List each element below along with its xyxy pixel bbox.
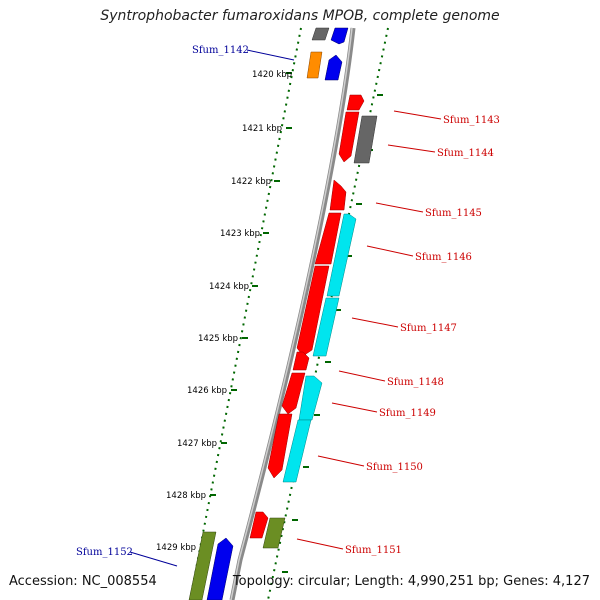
accession-text: Accession: NC_008554 [9,574,157,589]
gene-labels: Sfum_1142 Sfum_1143 Sfum_1144 Sfum_1145 … [76,45,500,558]
tick-label: 1425 kbp [198,334,238,344]
leader-line-sfum-1152 [129,551,178,567]
tick-label: 1420 kbp [252,70,292,80]
gene-arrow-gray[interactable] [353,115,378,164]
gene-arrow-blue[interactable] [324,54,343,81]
scale-ticks-right [282,94,383,573]
gene-arrow-gray[interactable] [311,27,330,41]
gene-arrow-blue[interactable] [206,537,234,600]
tick-label: 1423 kbp [220,229,260,239]
genome-backbone-highlight [230,27,353,600]
tick-label: 1426 kbp [187,386,227,396]
gene-label-sfum-1145[interactable]: Sfum_1145 [425,208,482,219]
gene-arrow-cyan[interactable] [282,419,312,483]
gene-label-sfum-1144[interactable]: Sfum_1144 [437,148,494,159]
gene-features [188,27,378,600]
leader-line-sfum-1145 [375,202,424,213]
leader-line-sfum-1147 [351,317,399,328]
gene-label-sfum-1150[interactable]: Sfum_1150 [366,462,423,473]
gene-label-sfum-1147[interactable]: Sfum_1147 [400,323,457,334]
leader-line-sfum-1150 [317,455,365,467]
leader-line-sfum-1151 [296,538,344,550]
label-leader-lines [129,49,442,567]
track-band [188,28,388,600]
leader-line-sfum-1148 [338,370,386,382]
gene-label-sfum-1151[interactable]: Sfum_1151 [345,545,402,556]
leader-line-sfum-1149 [331,402,378,413]
tick-label: 1422 kbp [231,177,271,187]
leader-line-sfum-1143 [393,110,442,120]
leader-line-sfum-1142 [246,49,295,61]
gene-label-sfum-1152[interactable]: Sfum_1152 [76,547,133,558]
gene-arrow-orange[interactable] [306,51,323,79]
gene-label-sfum-1143[interactable]: Sfum_1143 [443,115,500,126]
tick-label: 1427 kbp [177,439,217,449]
gene-arrow-olive[interactable] [262,517,286,549]
tick-label: 1421 kbp [242,124,282,134]
scale-tick-labels: 1420 kbp 1421 kbp 1422 kbp 1423 kbp 1424… [156,70,292,553]
gene-arrow-cyan[interactable] [326,213,357,297]
gene-label-sfum-1149[interactable]: Sfum_1149 [379,408,436,419]
gene-arrow-red[interactable] [296,265,330,357]
gene-arrow-red[interactable] [346,94,365,111]
gene-arrow-red[interactable] [292,351,310,371]
gene-arrow-cyan[interactable] [312,297,340,357]
gene-label-sfum-1148[interactable]: Sfum_1148 [387,377,444,388]
gene-label-sfum-1142[interactable]: Sfum_1142 [192,45,249,56]
genome-backbone [229,27,356,600]
gene-arrow-red[interactable] [338,111,360,163]
leader-line-sfum-1146 [366,245,414,257]
gene-arrow-red[interactable] [249,511,269,539]
gene-arrow-red[interactable] [267,413,293,479]
gene-arrow-olive[interactable] [188,531,217,600]
gene-arrow-red[interactable] [314,212,342,265]
gene-label-sfum-1146[interactable]: Sfum_1146 [415,252,472,263]
topology-text: Topology: circular; Length: 4,990,251 bp… [232,574,590,589]
gene-arrow-blue[interactable] [330,27,349,45]
tick-label: 1429 kbp [156,543,196,553]
map-title: Syntrophobacter fumaroxidans MPOB, compl… [100,8,500,24]
gene-arrow-red[interactable] [329,179,347,211]
gene-arrow-cyan[interactable] [298,375,323,421]
tick-label: 1424 kbp [209,282,249,292]
tick-label: 1428 kbp [166,491,206,501]
leader-line-sfum-1144 [387,144,436,153]
gene-arrow-red[interactable] [281,372,306,415]
